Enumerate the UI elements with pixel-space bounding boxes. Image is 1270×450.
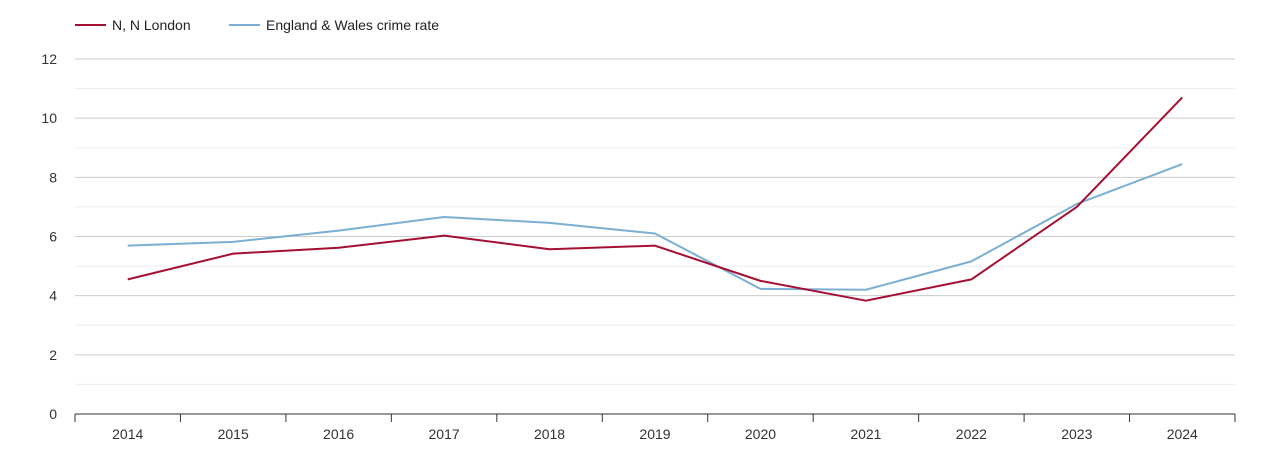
x-axis: 2014 2015 2016 2017 2018 2019 2020 2021 2022 2023… [74, 413, 1236, 442]
legend-item-1[interactable]: England & Wales crime rate [229, 17, 439, 33]
series-lines [124, 93, 1186, 305]
data-point-1-0[interactable] [124, 242, 132, 250]
data-point-1-2[interactable] [335, 227, 343, 235]
y-tick-label: 12 [41, 51, 57, 67]
x-tick-label: 2021 [850, 426, 881, 442]
series-1 [124, 160, 1186, 294]
data-point-1-3[interactable] [440, 213, 448, 221]
data-point-0-5[interactable] [651, 242, 659, 250]
data-point-1-6[interactable] [756, 285, 764, 293]
legend-label-0: N, N London [112, 17, 191, 33]
legend-item-0[interactable]: N, N London [75, 17, 191, 33]
x-tick-label: 2023 [1061, 426, 1092, 442]
x-tick-label: 2024 [1167, 426, 1198, 442]
y-tick-label: 4 [49, 288, 57, 304]
data-point-1-8[interactable] [967, 257, 975, 265]
y-tick-label: 6 [49, 229, 57, 245]
data-point-1-7[interactable] [862, 286, 870, 294]
legend: N, N London England & Wales crime rate [75, 17, 439, 33]
x-tick-label: 2014 [112, 426, 143, 442]
y-tick-label: 2 [49, 347, 57, 363]
data-point-0-7[interactable] [862, 297, 870, 305]
data-point-1-1[interactable] [229, 238, 237, 246]
y-axis: 0 2 4 6 8 10 12 [41, 51, 57, 422]
series-line-1[interactable] [127, 163, 1183, 291]
series-0 [124, 93, 1186, 305]
y-tick-label: 10 [41, 110, 57, 126]
y-tick-label: 0 [49, 406, 57, 422]
data-point-0-9[interactable] [1073, 203, 1081, 211]
data-point-0-0[interactable] [124, 275, 132, 283]
x-tick-label: 2019 [639, 426, 670, 442]
x-tick-label: 2022 [956, 426, 987, 442]
data-point-0-6[interactable] [756, 277, 764, 285]
x-tick-label: 2016 [323, 426, 354, 442]
y-tick-label: 8 [49, 169, 57, 185]
data-point-1-4[interactable] [546, 219, 554, 227]
data-point-0-8[interactable] [967, 275, 975, 283]
x-tick-label: 2015 [218, 426, 249, 442]
series-line-0[interactable] [127, 96, 1183, 302]
data-point-1-5[interactable] [651, 230, 659, 238]
data-point-0-3[interactable] [440, 232, 448, 240]
data-point-0-1[interactable] [229, 250, 237, 258]
legend-label-1: England & Wales crime rate [266, 17, 439, 33]
data-point-0-2[interactable] [335, 244, 343, 252]
data-point-1-10[interactable] [1178, 160, 1186, 168]
data-point-0-10[interactable] [1178, 93, 1186, 101]
x-tick-label: 2017 [429, 426, 460, 442]
gridlines [75, 58, 1235, 385]
x-tick-label: 2020 [745, 426, 776, 442]
data-point-0-4[interactable] [546, 245, 554, 253]
x-tick-label: 2018 [534, 426, 565, 442]
